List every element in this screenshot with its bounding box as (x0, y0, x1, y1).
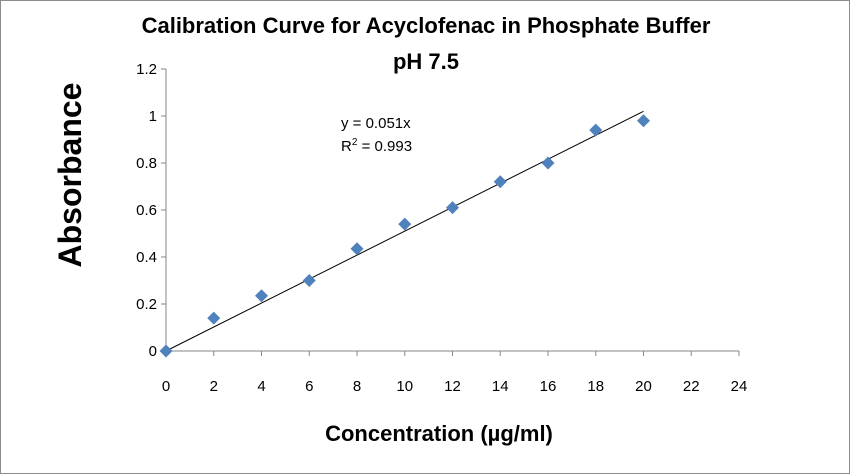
data-point (302, 274, 316, 287)
x-tick-label: 2 (210, 378, 218, 395)
x-tick-label: 16 (540, 378, 557, 395)
y-tick-label: 0.6 (136, 202, 157, 219)
x-axis-title: Concentration (µg/ml) (325, 421, 553, 446)
data-point (637, 114, 650, 128)
y-ticks: 0 0.2 0.4 0.6 0.8 1 1.2 (136, 61, 166, 360)
data-point (589, 123, 603, 137)
x-tick-label: 24 (731, 378, 748, 395)
y-axis-title: Absorbance (52, 83, 88, 268)
data-point (350, 242, 364, 256)
x-tick-label: 18 (587, 378, 604, 395)
x-tick-label: 12 (444, 378, 461, 395)
x-tick-label: 8 (353, 378, 361, 395)
data-point (541, 156, 555, 170)
x-tick-label: 20 (635, 378, 652, 395)
r-squared-value: = 0.993 (357, 138, 412, 155)
x-tick-label: 0 (162, 378, 170, 395)
y-tick-label: 0.2 (136, 296, 157, 313)
data-point (207, 311, 221, 325)
x-tick-label: 4 (257, 378, 265, 395)
chart-title-line2: pH 7.5 (393, 49, 459, 74)
r-squared-label: R2 = 0.993 (341, 137, 412, 155)
y-tick-label: 1.2 (136, 61, 157, 78)
x-tick-label: 6 (305, 378, 313, 395)
x-tick-label: 14 (492, 378, 509, 395)
data-points (159, 114, 650, 358)
y-tick-label: 0.8 (136, 155, 157, 172)
data-point (446, 201, 459, 215)
x-tick-label: 10 (396, 378, 413, 395)
y-tick-label: 0.4 (136, 249, 157, 266)
y-tick-label: 1 (149, 108, 157, 125)
x-tick-label: 22 (683, 378, 700, 395)
data-point (255, 289, 268, 303)
data-point (398, 217, 412, 231)
r-squared-prefix: R (341, 138, 352, 155)
y-tick-label: 0 (149, 343, 157, 360)
trendline (165, 110, 644, 352)
chart-title-line1: Calibration Curve for Acyclofenac in Pho… (142, 13, 711, 38)
x-ticks: 0 2 4 6 8 10 12 14 16 18 20 22 24 (162, 351, 748, 395)
trendline-equation: y = 0.051x (341, 115, 411, 132)
data-point (493, 175, 507, 189)
axes: 00.20.40.60.811.2 0 2 4 6 8 10 12 14 16 18 20 22 24 (136, 61, 747, 395)
r-squared-sup: 2 (352, 137, 358, 148)
data-point (159, 344, 173, 358)
